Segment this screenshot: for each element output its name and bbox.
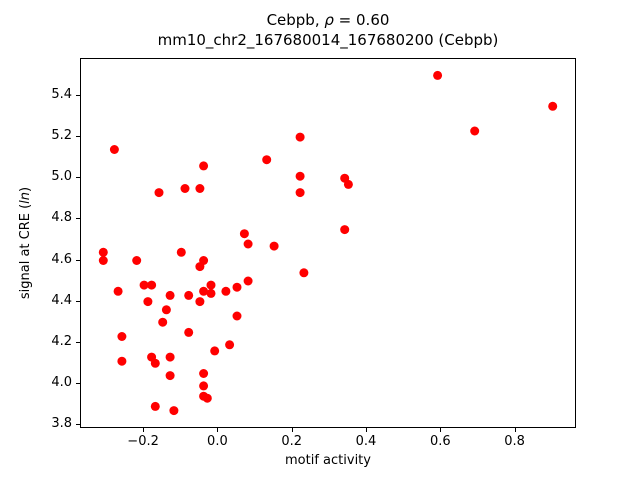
x-tick-label: 0.4	[355, 434, 377, 449]
data-point	[232, 282, 242, 292]
data-point	[150, 358, 160, 368]
data-point	[295, 188, 305, 198]
data-point	[143, 297, 153, 307]
x-tick-label: 0.6	[429, 434, 451, 449]
data-point	[199, 381, 209, 391]
data-point	[184, 327, 194, 337]
chart-title-line2: mm10_chr2_167680014_167680200 (Cebpb)	[157, 31, 499, 49]
data-point	[158, 317, 168, 327]
data-point	[180, 184, 190, 193]
y-tick-label: 4.6	[51, 251, 72, 267]
data-point	[98, 256, 108, 265]
x-tick-mark	[217, 428, 219, 432]
data-point	[98, 247, 108, 257]
y-tick-label: 5.4	[51, 87, 72, 102]
data-point	[470, 126, 480, 136]
scatter-canvas	[98, 70, 558, 416]
data-point	[195, 262, 205, 272]
data-point	[206, 288, 216, 298]
y-tick-mark	[76, 341, 80, 343]
data-point	[548, 101, 558, 111]
data-point	[299, 268, 309, 278]
data-point	[109, 145, 119, 154]
x-tick-mark	[514, 428, 516, 432]
data-point	[161, 305, 171, 315]
data-point	[262, 155, 272, 165]
data-point	[147, 280, 157, 290]
x-tick-label: 0.0	[207, 434, 228, 449]
y-tick-mark	[76, 177, 80, 179]
data-point	[132, 256, 142, 265]
data-point	[195, 184, 205, 193]
y-tick-mark	[76, 136, 80, 138]
data-point	[176, 247, 186, 257]
title-correlation-value: = 0.60	[333, 11, 390, 29]
y-tick-label: 4.8	[51, 210, 72, 226]
data-point	[202, 393, 212, 403]
data-point	[199, 161, 209, 171]
data-point	[340, 225, 350, 235]
data-point	[243, 276, 253, 286]
y-axis-label-close: )	[18, 186, 33, 192]
data-point	[206, 280, 216, 290]
data-point	[239, 229, 249, 239]
y-tick-label: 5.2	[51, 128, 72, 144]
data-point	[117, 356, 127, 366]
y-tick-mark	[76, 218, 80, 220]
data-point	[199, 286, 209, 296]
data-point	[269, 241, 279, 251]
chart-title-line1: Cebpb, ρ = 0.60	[80, 10, 576, 30]
y-tick-label: 5.0	[51, 169, 72, 185]
x-tick-mark	[366, 428, 367, 432]
data-point	[243, 239, 253, 249]
data-point	[165, 352, 175, 362]
chart-title: Cebpb, ρ = 0.60 mm10_chr2_167680014_1676…	[80, 10, 576, 50]
y-tick-mark	[76, 382, 80, 384]
data-point	[232, 311, 242, 321]
y-tick-label: 4.4	[51, 292, 72, 308]
data-point	[165, 371, 175, 381]
data-point	[150, 401, 160, 411]
data-point	[139, 280, 149, 290]
y-tick-label: 4.0	[51, 374, 72, 390]
data-point	[195, 297, 205, 307]
data-point	[295, 171, 305, 181]
data-point	[433, 70, 443, 80]
y-tick-label: 4.2	[51, 333, 72, 349]
y-axis-label: signal at CRE (ln)	[18, 58, 34, 428]
data-point	[295, 132, 305, 142]
data-point	[199, 369, 209, 378]
data-point	[165, 290, 175, 300]
x-tick-mark	[143, 428, 145, 432]
data-point	[117, 332, 127, 341]
data-point	[169, 406, 179, 416]
y-tick-mark	[76, 300, 80, 302]
y-tick-mark	[76, 423, 80, 425]
title-rho-symbol: ρ	[324, 11, 334, 29]
data-point	[210, 346, 220, 356]
data-point	[343, 179, 353, 189]
y-tick-mark	[76, 95, 80, 96]
x-tick-mark	[291, 428, 293, 432]
plot-area	[80, 58, 576, 428]
data-point	[113, 286, 123, 296]
y-tick-label: 3.8	[51, 415, 72, 431]
x-tick-mark	[440, 428, 442, 432]
title-text: Cebpb,	[266, 11, 325, 29]
x-tick-label: −0.2	[127, 434, 159, 449]
x-axis-label: motif activity	[285, 453, 371, 468]
x-tick-label: 0.2	[281, 434, 303, 449]
data-point	[184, 290, 194, 300]
x-tick-label: 0.8	[504, 434, 525, 449]
data-point	[154, 188, 164, 198]
y-axis-label-italic: ln	[18, 191, 33, 204]
data-point	[221, 286, 231, 296]
data-point	[225, 340, 235, 350]
y-tick-mark	[76, 259, 80, 261]
